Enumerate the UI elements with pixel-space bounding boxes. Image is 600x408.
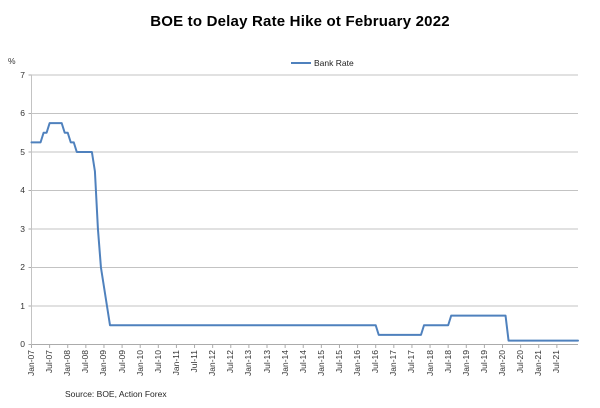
x-tick-label: Jan-13 xyxy=(243,350,254,376)
x-tick-label: Jul-17 xyxy=(406,350,417,374)
y-tick-label: 1 xyxy=(20,300,25,311)
x-tick-label: Jul-10 xyxy=(152,350,163,374)
rate-line xyxy=(30,122,579,342)
x-tick-label: Jan-08 xyxy=(62,350,73,376)
x-tick-label: Jul-19 xyxy=(478,350,489,374)
x-tick-label: Jan-09 xyxy=(98,350,109,376)
y-tick-label: 7 xyxy=(20,69,25,80)
y-tick-label: 4 xyxy=(20,185,25,195)
x-tick-label: Jan-15 xyxy=(315,350,326,376)
x-tick-label: Jul-08 xyxy=(80,350,91,374)
x-tick-label: Jul-21 xyxy=(551,350,562,374)
y-tick-label: 3 xyxy=(20,223,25,234)
x-tick-label: Jul-12 xyxy=(225,350,236,374)
x-tick-label: Jan-16 xyxy=(352,350,363,376)
x-tick-label: Jan-18 xyxy=(424,350,435,376)
x-tick-label: Jan-17 xyxy=(388,350,399,376)
x-tick-label: Jan-20 xyxy=(497,350,508,376)
x-tick-label: Jul-16 xyxy=(370,350,381,374)
legend-label: Bank Rate xyxy=(314,57,354,68)
x-tick-label: Jul-09 xyxy=(116,350,127,374)
legend: Bank Rate xyxy=(291,57,354,68)
x-tick-label: Jan-14 xyxy=(279,350,290,376)
y-tick-label: 2 xyxy=(20,262,25,272)
chart-title: BOE to Delay Rate Hike ot February 2022 xyxy=(150,13,450,30)
x-tick-label: Jul-13 xyxy=(261,350,272,374)
y-axis-unit-label: % xyxy=(8,56,16,66)
x-tick-label: Jul-11 xyxy=(189,350,200,373)
x-tick-label: Jul-14 xyxy=(297,350,308,374)
source-note: Source: BOE, Action Forex xyxy=(65,389,167,399)
x-tick-label: Jan-12 xyxy=(207,350,218,376)
y-tick-label: 6 xyxy=(20,108,25,118)
x-tick-label: Jan-10 xyxy=(134,350,145,376)
y-tick-label: 5 xyxy=(20,146,25,157)
x-tick-label: Jul-15 xyxy=(333,350,344,374)
x-tick-label: Jan-21 xyxy=(533,350,544,376)
x-tick-label: Jul-20 xyxy=(515,350,526,374)
y-tick-label: 0 xyxy=(20,339,25,349)
x-tick-label: Jan-07 xyxy=(26,350,36,376)
x-tick-label: Jan-19 xyxy=(460,350,471,376)
x-tick-label: Jul-18 xyxy=(442,350,453,374)
x-tick-label: Jan-11 xyxy=(170,350,181,376)
legend-line-swatch xyxy=(291,61,311,64)
x-tick-label: Jul-07 xyxy=(44,350,55,374)
